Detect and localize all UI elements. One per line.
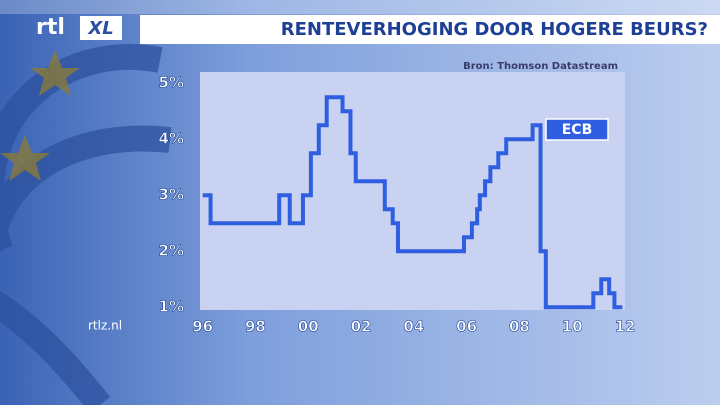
x-tick-label: 10 (562, 318, 583, 336)
top-band (0, 0, 720, 14)
logo-left: rtl (36, 15, 65, 40)
y-tick-label: 3% (159, 186, 184, 204)
series-label: ECB (562, 122, 593, 138)
logo-box (80, 16, 122, 40)
x-tick-label: 98 (245, 318, 266, 336)
y-tick-label: 1% (159, 298, 184, 316)
source: Bron: Thomson Datastream (463, 61, 618, 72)
chart-title: RENTEVERHOGING DOOR HOGERE BEURS? (281, 19, 708, 40)
y-tick-label: 2% (159, 242, 184, 260)
y-tick-label: 5% (159, 74, 184, 92)
stars (0, 50, 80, 181)
x-tick-label: 06 (456, 318, 477, 336)
data-line (202, 95, 623, 310)
x-tick-label: 02 (351, 318, 372, 336)
euro-decoration (0, 43, 172, 409)
website: rtlz.nl (88, 319, 122, 333)
title-bar (140, 15, 720, 44)
plot-area (200, 72, 625, 310)
x-tick-label: 04 (403, 318, 424, 336)
x-tick-label: 12 (615, 318, 636, 336)
x-tick-label: 08 (509, 318, 530, 336)
y-tick-label: 4% (159, 130, 184, 148)
logo-right: XL (87, 18, 113, 39)
x-tick-label: 00 (298, 318, 319, 336)
series-label-box (545, 118, 609, 141)
x-tick-label: 96 (192, 318, 213, 336)
